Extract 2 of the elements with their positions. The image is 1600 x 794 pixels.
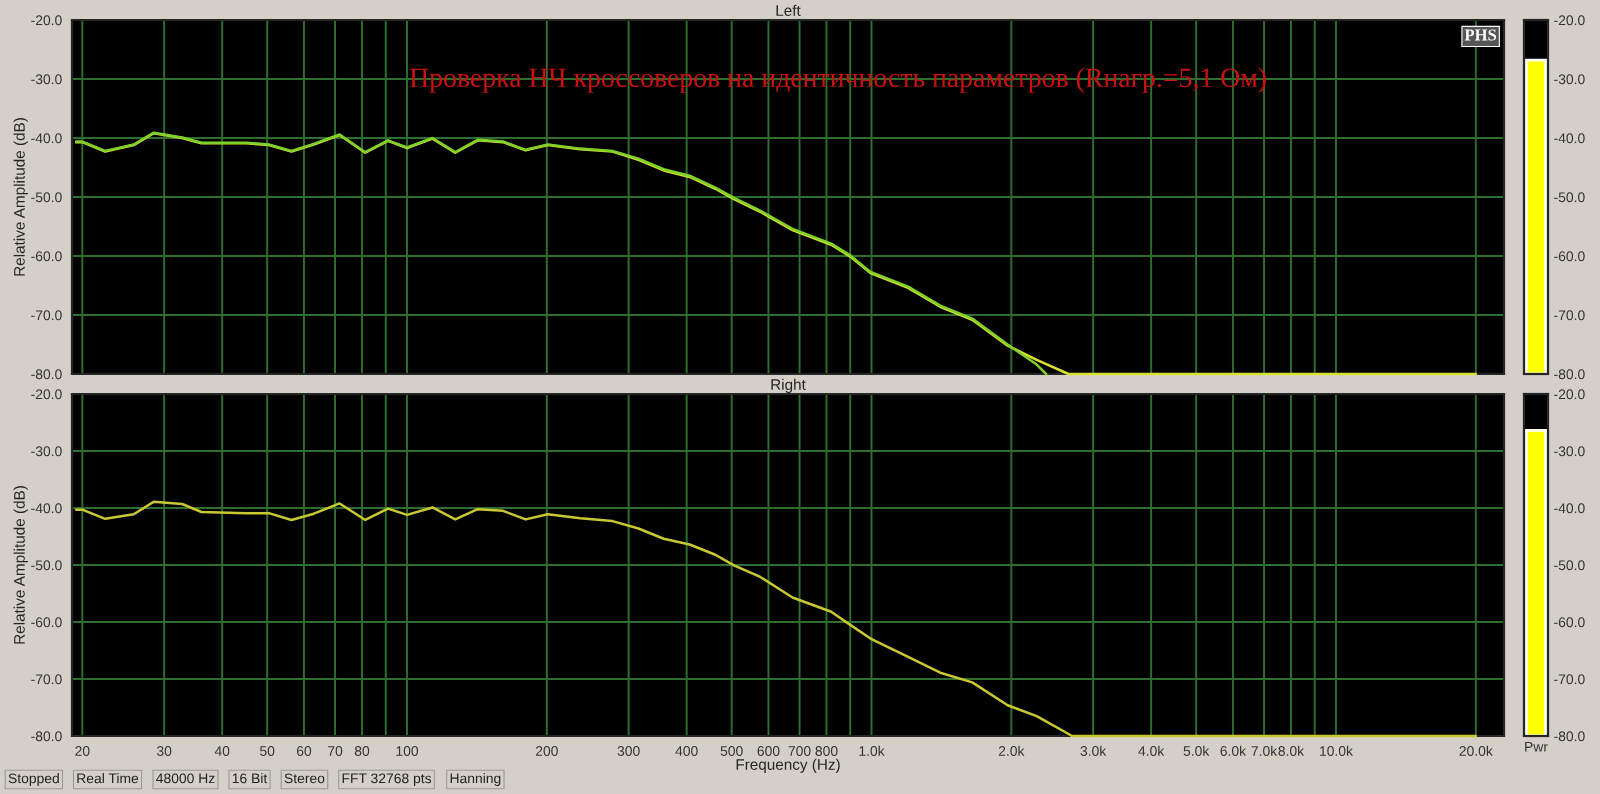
annotation: PHS [1464,29,1497,41]
annotation: Проверка НЧ кроссоверов на идентичность параметров (Rнагр.=5,1 Ом) [409,67,1266,93]
